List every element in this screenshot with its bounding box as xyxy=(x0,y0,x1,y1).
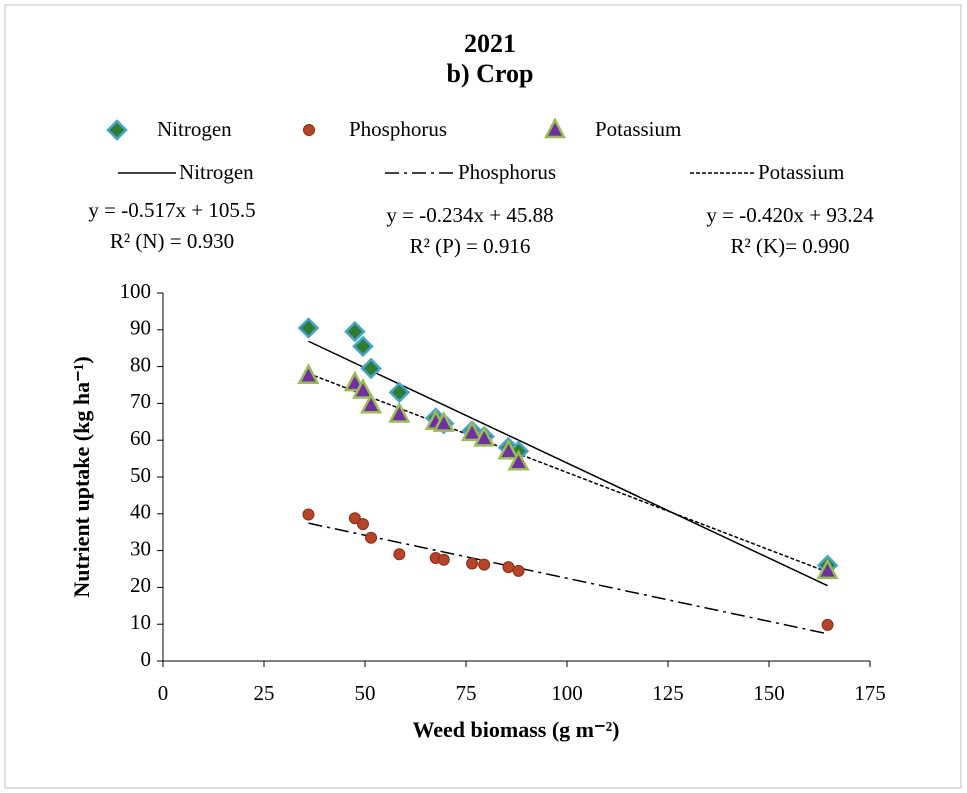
legend-label: Nitrogen xyxy=(179,160,254,184)
y-tick-label: 40 xyxy=(130,500,151,524)
legend-label: Phosphorus xyxy=(349,117,447,141)
x-tick-label: 25 xyxy=(254,681,275,705)
chart-subtitle: b) Crop xyxy=(447,59,534,88)
x-axis-label: Weed biomass (g m⁻²) xyxy=(412,717,619,742)
legend-label: Nitrogen xyxy=(157,117,232,141)
chart-frame xyxy=(4,4,962,789)
data-point xyxy=(297,317,320,339)
y-tick-label: 60 xyxy=(130,426,151,450)
data-point xyxy=(388,401,411,423)
data-point xyxy=(507,449,530,471)
data-point xyxy=(512,564,525,577)
legend-label: Phosphorus xyxy=(458,160,556,184)
trend-equation: y = -0.517x + 105.5 xyxy=(88,198,255,222)
trend-equation: y = -0.420x + 93.24 xyxy=(706,203,874,227)
data-point xyxy=(302,508,315,521)
data-point xyxy=(497,438,520,460)
data-point xyxy=(359,392,383,414)
legend-marker xyxy=(543,117,567,139)
data-point xyxy=(473,425,496,447)
y-tick-label: 80 xyxy=(130,352,151,376)
y-axis-label: Nutrient uptake (kg ha⁻¹) xyxy=(69,356,94,597)
data-point xyxy=(351,377,375,399)
data-point xyxy=(432,410,455,432)
data-point xyxy=(460,420,484,442)
legend-marker xyxy=(303,124,315,136)
y-tick-label: 10 xyxy=(130,610,151,634)
legend-marker xyxy=(106,119,128,141)
data-point xyxy=(356,518,369,531)
data-point xyxy=(348,512,361,525)
data-point xyxy=(352,335,374,358)
data-point xyxy=(344,320,366,343)
data-point xyxy=(365,531,378,544)
data-point xyxy=(478,558,491,571)
x-tick-label: 0 xyxy=(158,681,169,705)
legend-label: Potassium xyxy=(758,160,844,184)
x-tick-label: 125 xyxy=(652,681,684,705)
trendline xyxy=(308,340,828,587)
x-tick-label: 100 xyxy=(551,681,583,705)
data-point xyxy=(297,363,320,385)
legend-label: Potassium xyxy=(595,117,681,141)
data-point xyxy=(437,553,450,566)
x-tick-label: 50 xyxy=(355,681,376,705)
y-tick-label: 20 xyxy=(130,573,151,597)
trend-equation: y = -0.234x + 45.88 xyxy=(386,203,553,227)
y-tick-label: 100 xyxy=(120,279,152,303)
chart-title: 2021 xyxy=(464,29,516,58)
data-point xyxy=(393,548,406,561)
trend-r2: R² (N) = 0.930 xyxy=(110,229,234,253)
y-tick-label: 30 xyxy=(130,536,151,560)
y-tick-label: 70 xyxy=(130,389,151,413)
trendline xyxy=(308,522,828,635)
data-point xyxy=(360,357,382,380)
trend-r2: R² (P) = 0.916 xyxy=(410,234,531,258)
data-point xyxy=(502,561,515,574)
data-point xyxy=(816,558,839,580)
data-point xyxy=(821,618,834,631)
x-tick-label: 175 xyxy=(854,681,886,705)
trendline xyxy=(308,372,828,573)
x-tick-label: 75 xyxy=(456,681,477,705)
y-tick-label: 0 xyxy=(141,647,152,671)
y-tick-label: 90 xyxy=(130,316,151,340)
data-point xyxy=(466,557,479,570)
x-tick-label: 150 xyxy=(753,681,785,705)
y-tick-label: 50 xyxy=(130,463,151,487)
trend-r2: R² (K)= 0.990 xyxy=(730,234,849,258)
data-point xyxy=(388,381,411,404)
